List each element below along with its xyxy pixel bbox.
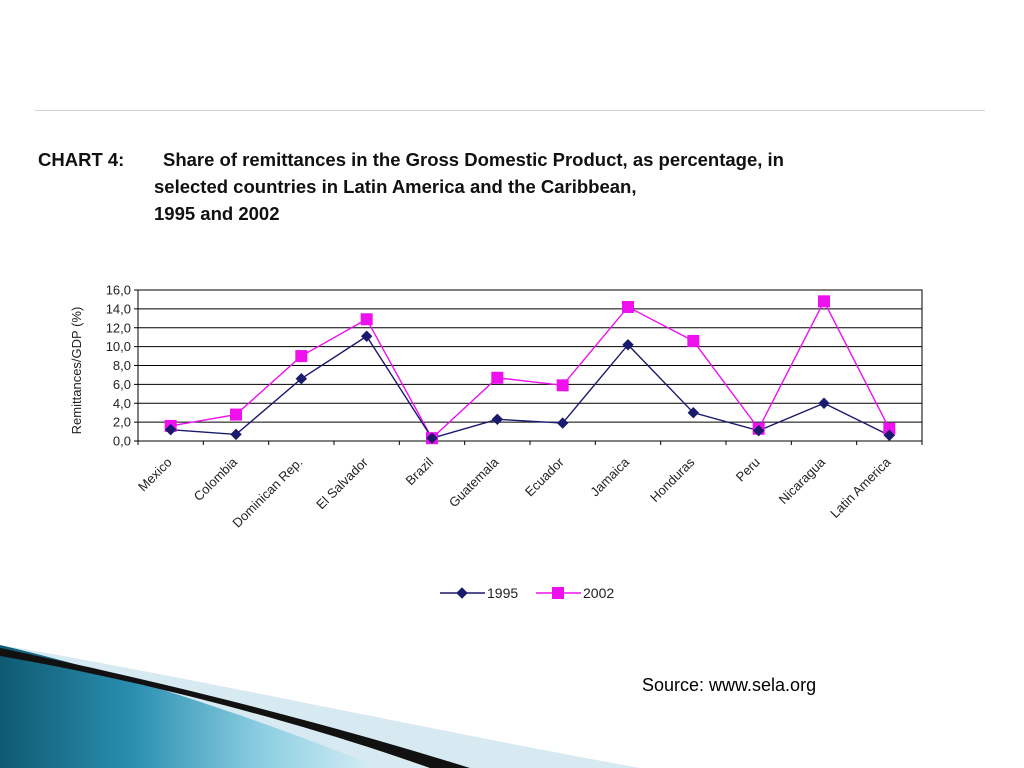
chart-title-line-3: 1995 and 2002	[154, 203, 280, 224]
legend-label-1995: 1995	[487, 585, 518, 601]
data-point-1995	[883, 429, 896, 442]
series-line-1995	[170, 335, 890, 439]
data-point-2002	[556, 379, 569, 392]
y-tick-label: 16,0	[106, 283, 131, 298]
data-point-1995	[491, 413, 504, 426]
data-point-1995	[752, 424, 765, 437]
chart-title-line-2: selected countries in Latin America and …	[154, 176, 637, 197]
data-point-1995	[295, 373, 308, 385]
data-point-1995	[230, 428, 242, 441]
data-point-2002	[491, 371, 504, 384]
y-tick-label: 14,0	[106, 301, 131, 316]
legend-marker-1995	[456, 587, 468, 599]
data-point-2002	[360, 313, 373, 326]
data-point-1995	[622, 339, 634, 351]
series-line-2002	[170, 299, 890, 440]
legend-label-2002: 2002	[583, 585, 614, 601]
y-axis-label: Remittances/GDP (%)	[69, 307, 84, 435]
data-point-1995	[164, 423, 177, 436]
data-point-2002	[818, 295, 830, 308]
y-tick-label: 10,0	[106, 339, 131, 354]
y-tick-label: 8,0	[113, 358, 131, 373]
source-note: Source: www.sela.org	[642, 675, 817, 695]
y-tick-label: 4,0	[113, 396, 131, 411]
data-point-2002	[687, 334, 700, 347]
data-point-2002	[295, 350, 308, 363]
data-point-2002	[622, 300, 634, 313]
chart-title: CHART 4: Share of remittances in the Gro…	[38, 146, 784, 227]
y-tick-label: 2,0	[113, 415, 131, 430]
data-point-1995	[556, 417, 569, 429]
data-point-1995	[426, 432, 438, 444]
y-tick-label: 12,0	[106, 320, 131, 335]
data-point-1995	[687, 406, 700, 419]
data-point-2002	[230, 408, 242, 421]
data-point-1995	[818, 397, 830, 409]
y-tick-label: 6,0	[113, 377, 131, 392]
y-tick-label: 0,0	[113, 434, 131, 449]
chart-number-label: CHART 4:	[38, 149, 125, 170]
legend-marker-2002	[552, 587, 564, 599]
data-point-1995	[360, 330, 373, 342]
swoosh-teal-band	[0, 645, 380, 768]
top-divider-line	[35, 110, 985, 111]
chart-title-line-1: Share of remittances in the Gross Domest…	[163, 149, 784, 170]
swoosh-dark-stroke	[0, 648, 470, 768]
